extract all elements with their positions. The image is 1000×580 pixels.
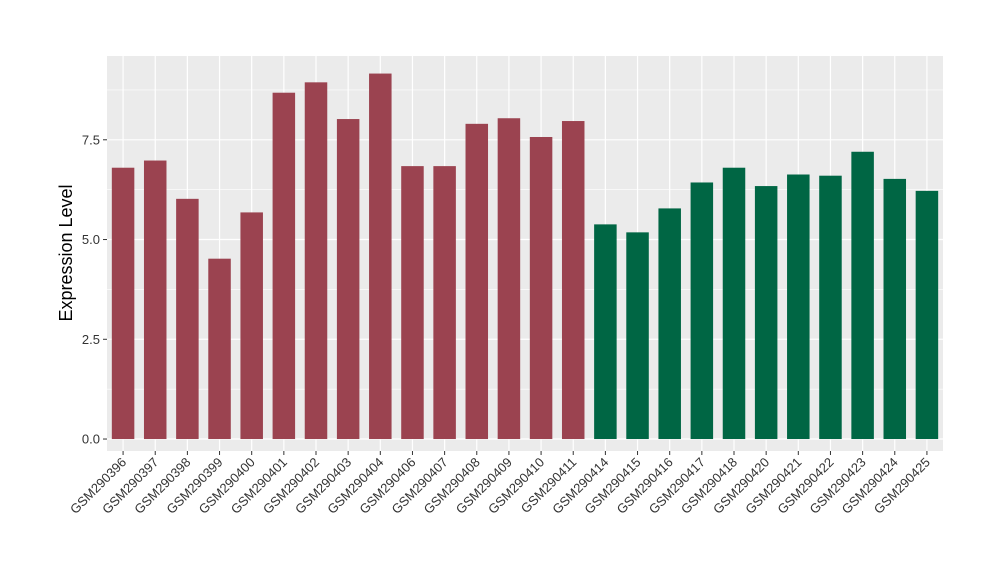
bar-GSM290411 bbox=[561, 121, 585, 440]
bar-GSM290415 bbox=[626, 232, 649, 440]
bar-GSM290408 bbox=[465, 123, 489, 440]
bar-GSM290423 bbox=[851, 151, 874, 440]
y-axis-title: Expression Level bbox=[56, 184, 76, 321]
bar-GSM290404 bbox=[369, 73, 392, 440]
bar-GSM290399 bbox=[208, 258, 231, 440]
bar-GSM290414 bbox=[594, 224, 617, 440]
bar-GSM290401 bbox=[272, 92, 296, 440]
bar-GSM290420 bbox=[754, 186, 778, 440]
bar-GSM290402 bbox=[304, 82, 328, 440]
bar-GSM290406 bbox=[401, 166, 424, 440]
bar-GSM290397 bbox=[143, 160, 167, 440]
bar-GSM290424 bbox=[883, 178, 907, 440]
bar-GSM290407 bbox=[433, 166, 456, 440]
bar-GSM290403 bbox=[336, 119, 360, 440]
bar-GSM290422 bbox=[819, 175, 842, 440]
bar-GSM290421 bbox=[787, 174, 810, 440]
bar-GSM290400 bbox=[240, 212, 263, 440]
y-tick-label: 5.0 bbox=[82, 232, 100, 247]
bar-GSM290396 bbox=[111, 167, 135, 440]
bar-GSM290416 bbox=[658, 208, 681, 440]
bar-GSM290425 bbox=[915, 190, 939, 440]
bar-GSM290418 bbox=[722, 167, 746, 440]
bars bbox=[111, 73, 939, 440]
y-tick-label: 0.0 bbox=[82, 432, 100, 447]
y-axis: 0.0 2.5 5.0 7.5 bbox=[82, 132, 107, 447]
bar-GSM290410 bbox=[529, 136, 553, 440]
bar-GSM290409 bbox=[497, 118, 521, 440]
y-tick-label: 2.5 bbox=[82, 332, 100, 347]
bar-GSM290398 bbox=[176, 198, 199, 440]
plot-panel bbox=[107, 56, 943, 451]
y-tick-label: 7.5 bbox=[82, 132, 100, 147]
bar-GSM290417 bbox=[690, 182, 714, 440]
